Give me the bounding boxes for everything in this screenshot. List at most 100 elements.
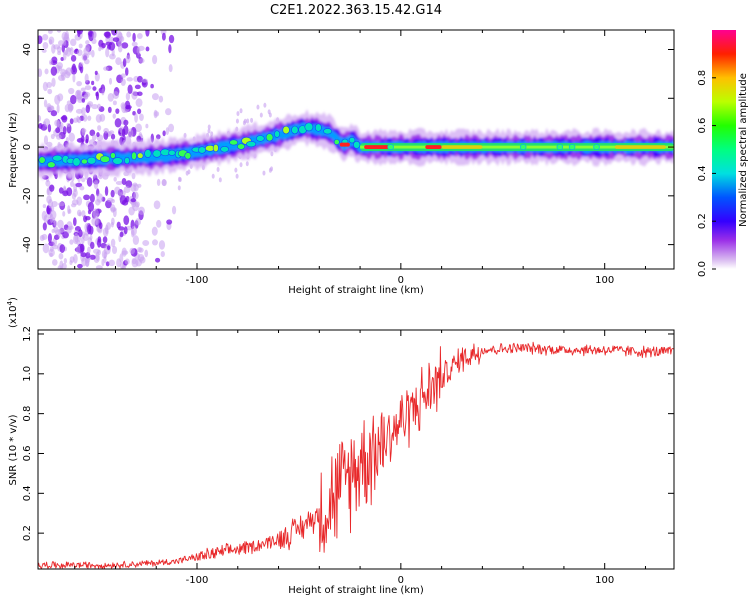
spectrogram-noise-cell bbox=[125, 92, 131, 101]
spectrogram-noise-cell bbox=[155, 134, 161, 140]
spectrogram-noise-cell bbox=[53, 226, 59, 233]
spectrogram-noise-cell bbox=[85, 40, 90, 45]
ridge-core-blob bbox=[568, 144, 576, 150]
spectrogram-panel: -100 0 100 -40 -20 0 20 40 Height of straight … bbox=[8, 29, 675, 296]
spectrogram-noise-cell bbox=[131, 258, 139, 268]
spectrogram-noise-cell bbox=[53, 44, 61, 50]
spectrogram-noise-cell bbox=[81, 210, 86, 218]
spectrogram-noise-cell bbox=[111, 30, 118, 36]
spectrogram-noise-cell bbox=[62, 211, 66, 217]
spectrogram-noise-cell bbox=[160, 250, 165, 258]
spectrogram-noise-cell bbox=[234, 167, 238, 173]
snr-y-tick-label: 0.6 bbox=[22, 446, 33, 462]
snr-y-label: SNR (10 * v/v) bbox=[8, 414, 19, 485]
spectrogram-noise-cell bbox=[51, 77, 56, 88]
spectrogram-noise-cell bbox=[87, 224, 92, 235]
spectrogram-noise-cell bbox=[112, 100, 117, 106]
spectrogram-noise-cell bbox=[239, 162, 243, 168]
spectrogram-noise-cell bbox=[108, 77, 113, 85]
spectrogram-noise-cell bbox=[91, 134, 97, 141]
spectrogram-noise-cell bbox=[256, 104, 260, 110]
spectrogram-noise-cell bbox=[120, 102, 126, 110]
spectrogram-noise-cell bbox=[165, 127, 170, 136]
spectrogram-noise-cell bbox=[47, 88, 53, 95]
spectrogram-noise-cell bbox=[131, 90, 138, 100]
spectrogram-noise-cell bbox=[76, 49, 83, 56]
spectrogram-noise-cell bbox=[85, 104, 91, 114]
ridge-core-blob bbox=[131, 151, 137, 161]
spectrogram-noise-cell bbox=[268, 112, 272, 118]
spectrogram-noise-cell bbox=[171, 205, 177, 215]
ridge-core-blob bbox=[81, 158, 88, 165]
spectrogram-noise-cell bbox=[235, 173, 239, 179]
spectrogram-noise-cell bbox=[262, 170, 266, 176]
spectrogram-noise-cell bbox=[127, 84, 133, 94]
spectrogram-noise-cell bbox=[57, 40, 64, 46]
spectrogram-noise-cell bbox=[135, 98, 143, 108]
spectrogram-noise-cell bbox=[121, 247, 127, 257]
ridge-core-blob bbox=[152, 149, 162, 158]
spectrogram-noise-cell bbox=[92, 86, 97, 91]
spec-y-tick-label: 0 bbox=[22, 144, 33, 150]
spectrogram-noise-cell bbox=[50, 110, 58, 117]
spectrogram-y-label: Frequency (Hz) bbox=[8, 112, 19, 188]
spectrogram-noise-cell bbox=[93, 179, 99, 190]
spectrogram-noise-cell bbox=[54, 119, 60, 127]
ridge-core-blob bbox=[136, 152, 144, 159]
spectrogram-noise-cell bbox=[113, 176, 117, 182]
spectrogram-noise-cell bbox=[46, 195, 52, 204]
spectrogram-noise-cell bbox=[72, 188, 78, 198]
ridge-core-blob bbox=[110, 152, 116, 159]
ridge-core-blob bbox=[274, 130, 281, 138]
spectrogram-noise-cell bbox=[137, 108, 142, 115]
snr-frame bbox=[37, 329, 675, 570]
spectrogram-noise-cell bbox=[80, 252, 87, 258]
spectrogram-noise-cell bbox=[47, 124, 52, 133]
spectrogram-noise-cell bbox=[103, 127, 109, 134]
spectrogram-noise-cell bbox=[236, 111, 240, 117]
spectrogram-noise-cell bbox=[111, 246, 118, 254]
spectrogram-noise-cell bbox=[162, 130, 166, 137]
colorbar-tick-label: 0.4 bbox=[697, 165, 708, 181]
spectrogram-noise-cell bbox=[161, 179, 167, 187]
spectrogram-noise-cell bbox=[57, 228, 61, 239]
spectrogram-noise-cell bbox=[135, 218, 142, 226]
spectrogram-noise-cell bbox=[48, 59, 53, 66]
spectrogram-noise-cell bbox=[70, 203, 77, 208]
snr-multiplier-label: (x104) bbox=[6, 297, 19, 328]
ridge-core-blob bbox=[291, 125, 299, 135]
spectrogram-noise-cell bbox=[131, 172, 136, 180]
snr-y-tick-label: 0.4 bbox=[22, 485, 33, 501]
spectrogram-noise-cell bbox=[91, 49, 95, 58]
colorbar-tick-label: 0.8 bbox=[697, 70, 708, 86]
spectrogram-noise-cell bbox=[63, 257, 68, 264]
spectrogram-noise-cell bbox=[103, 66, 109, 71]
spectrogram-noise-cell bbox=[151, 93, 159, 101]
spectrogram-noise-cell bbox=[87, 201, 95, 212]
ridge-core-blob bbox=[333, 139, 340, 145]
ridge-peak-segment bbox=[364, 145, 389, 150]
spectrogram-noise-cell bbox=[46, 105, 54, 112]
spectrogram-noise-cell bbox=[110, 189, 115, 198]
spectrogram-noise-cell bbox=[128, 206, 135, 216]
spectrogram-noise-cell bbox=[80, 135, 85, 143]
spectrogram-noise-cell bbox=[136, 33, 143, 39]
spectrogram-frame bbox=[37, 29, 675, 270]
colorbar-tick-label: 0.2 bbox=[697, 213, 708, 229]
spectrogram-noise-cell bbox=[98, 222, 103, 229]
ridge-core-blob bbox=[519, 144, 527, 150]
spectrogram-noise-cell bbox=[135, 123, 142, 133]
spectrogram-noise-cell bbox=[43, 99, 48, 108]
spectrogram-noise-cell bbox=[178, 177, 182, 183]
spectrogram-noise-cell bbox=[114, 186, 121, 195]
spectrogram-noise-cell bbox=[130, 225, 137, 236]
spectrogram-noise-cell bbox=[68, 132, 75, 142]
ridge-core-blob bbox=[86, 156, 97, 165]
spectrogram-noise-cell bbox=[138, 247, 144, 253]
spectrogram-noise-cell bbox=[125, 195, 130, 203]
spectrogram-noise-cell bbox=[137, 45, 145, 51]
spectrogram-noise-cell bbox=[245, 161, 249, 167]
spectrogram-noise-cell bbox=[126, 31, 132, 38]
spectrogram-noise-cell bbox=[161, 32, 166, 41]
ridge-core-blob bbox=[323, 128, 333, 135]
